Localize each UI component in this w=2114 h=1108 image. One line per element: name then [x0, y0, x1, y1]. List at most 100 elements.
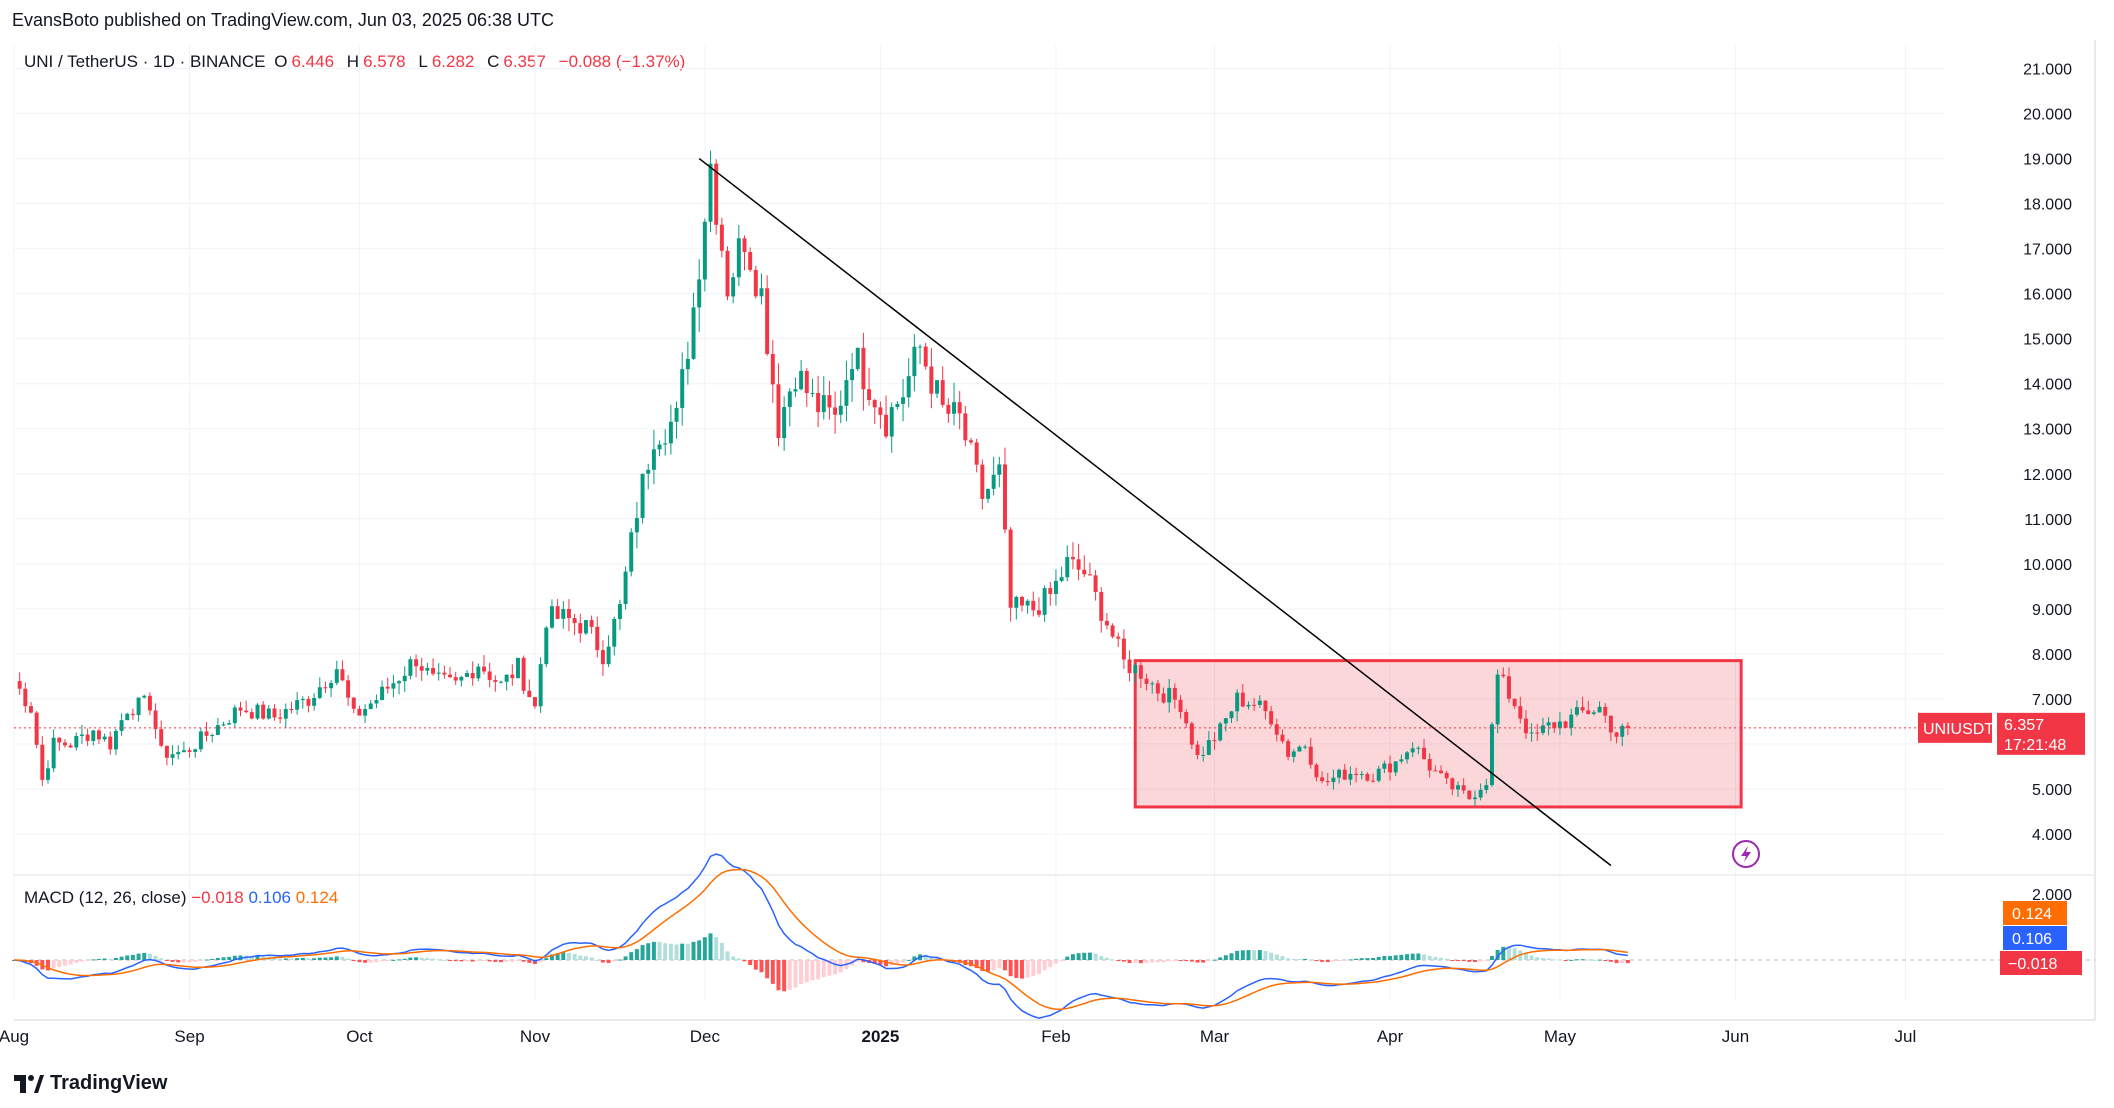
candle-body	[1036, 610, 1041, 615]
tradingview-logo[interactable]: TradingView	[14, 1072, 167, 1095]
candle-body	[736, 238, 741, 278]
macd-hist-bar	[368, 960, 373, 963]
macd-hist-bar	[1252, 950, 1257, 960]
candle-body	[1467, 790, 1472, 800]
macd-hist-bar	[397, 959, 402, 961]
macd-hist-bar	[487, 960, 492, 962]
candle-body	[963, 413, 968, 441]
candle-body	[1127, 659, 1132, 674]
macd-hist-bar	[45, 960, 50, 971]
macd-hist-bar	[159, 958, 164, 960]
macd-hist-bar	[113, 958, 118, 960]
macd-hist-bar	[555, 953, 560, 960]
macd-hist-bar	[323, 957, 328, 960]
macd-hist-bar	[663, 943, 668, 960]
candle-body	[482, 666, 486, 672]
candle-body	[1053, 580, 1058, 594]
candle-body	[629, 532, 634, 572]
candle-body	[1354, 773, 1359, 775]
macd-hist-bar	[402, 958, 407, 960]
macd-hist-bar	[357, 960, 362, 963]
macd-hist-bar	[787, 960, 792, 990]
candle-body	[884, 414, 889, 437]
macd-hist-bar	[833, 960, 838, 975]
candle-body	[1461, 785, 1466, 791]
candle-body	[1280, 734, 1285, 742]
macd-hist-bar	[249, 956, 254, 960]
macd-hist-bar	[572, 953, 577, 960]
candle-body	[278, 717, 283, 719]
candle-body	[1540, 725, 1545, 733]
macd-hist-bar	[516, 960, 520, 961]
candle-body	[266, 708, 271, 719]
candle-body	[119, 720, 124, 731]
x-tick-label: Jul	[1894, 1027, 1916, 1046]
candle-body	[725, 250, 730, 297]
macd-hist-bar	[1382, 956, 1387, 960]
candle-body	[1574, 707, 1579, 715]
low-value: 6.282	[431, 52, 475, 71]
hist-badge: −0.018	[2008, 956, 2057, 973]
low-label: L	[418, 52, 428, 71]
lightning-bolt-icon[interactable]	[1732, 840, 1760, 868]
macd-hist-bar	[1325, 960, 1330, 963]
macd-hist-bar	[1331, 960, 1336, 962]
symbol-name[interactable]: UNI / TetherUS · 1D · BINANCE	[24, 52, 266, 71]
candle-body	[391, 683, 396, 689]
candle-body	[34, 712, 39, 745]
candle-body	[442, 672, 447, 675]
candle-body	[770, 353, 775, 385]
macd-hist-bar	[1439, 957, 1443, 960]
candle-body	[623, 571, 628, 605]
macd-hist-bar	[1405, 954, 1410, 960]
macd-hist-bar	[1036, 960, 1041, 975]
candle-body	[465, 673, 470, 677]
candle-body	[1201, 754, 1206, 756]
macd-hist-bar	[1399, 954, 1404, 960]
x-tick-label: Sep	[174, 1027, 204, 1046]
candle-body	[833, 407, 838, 415]
macd-hist-bar	[538, 960, 543, 962]
macd-hist-bar	[227, 956, 232, 960]
high-value: 6.578	[363, 52, 406, 71]
x-tick-label: Mar	[1200, 1027, 1230, 1046]
macd-hist-bar	[147, 953, 152, 960]
macd-hist-bar	[329, 957, 334, 960]
price-badge[interactable]: UNIUSDT 6.357 17:21:48	[1918, 712, 2085, 755]
macd-label[interactable]: MACD (12, 26, close)	[24, 888, 187, 907]
macd-hist-bar	[419, 957, 424, 960]
candle-body	[765, 288, 770, 354]
candle-body	[1523, 718, 1528, 734]
macd-hist-bar	[181, 960, 186, 963]
candle-body	[1014, 596, 1019, 608]
candle-body	[1019, 596, 1024, 606]
candle-body	[969, 440, 973, 443]
macd-hist-bar	[380, 960, 385, 962]
candle-body	[929, 366, 934, 394]
candle-body	[986, 488, 990, 499]
candle-body	[1439, 770, 1443, 773]
macd-hist-bar	[312, 958, 317, 960]
x-tick-label: Nov	[520, 1027, 551, 1046]
macd-hist-bar	[340, 956, 345, 960]
candle-body	[1603, 706, 1608, 716]
macd-hist-bar	[1427, 955, 1432, 960]
macd-hist-bar	[91, 959, 96, 961]
macd-legend: MACD (12, 26, close) −0.018 0.106 0.124	[24, 888, 338, 908]
publish-header: EvansBoto published on TradingView.com, …	[12, 10, 555, 30]
candle-body	[397, 681, 402, 684]
macd-hist-bar	[68, 960, 73, 965]
macd-hist-bar	[232, 955, 237, 960]
candle-body	[872, 400, 877, 408]
range-box-layer	[1133, 659, 1743, 809]
candle-body	[895, 403, 900, 408]
macd-hist-bar	[1019, 960, 1024, 979]
candle-body	[487, 671, 492, 680]
macd-hist-bar	[1291, 959, 1296, 961]
candle-body	[380, 686, 385, 701]
candle-body	[125, 713, 130, 721]
macd-hist-bar	[136, 953, 141, 960]
candle-body	[1059, 577, 1064, 581]
macd-hist-bar	[1591, 959, 1596, 961]
